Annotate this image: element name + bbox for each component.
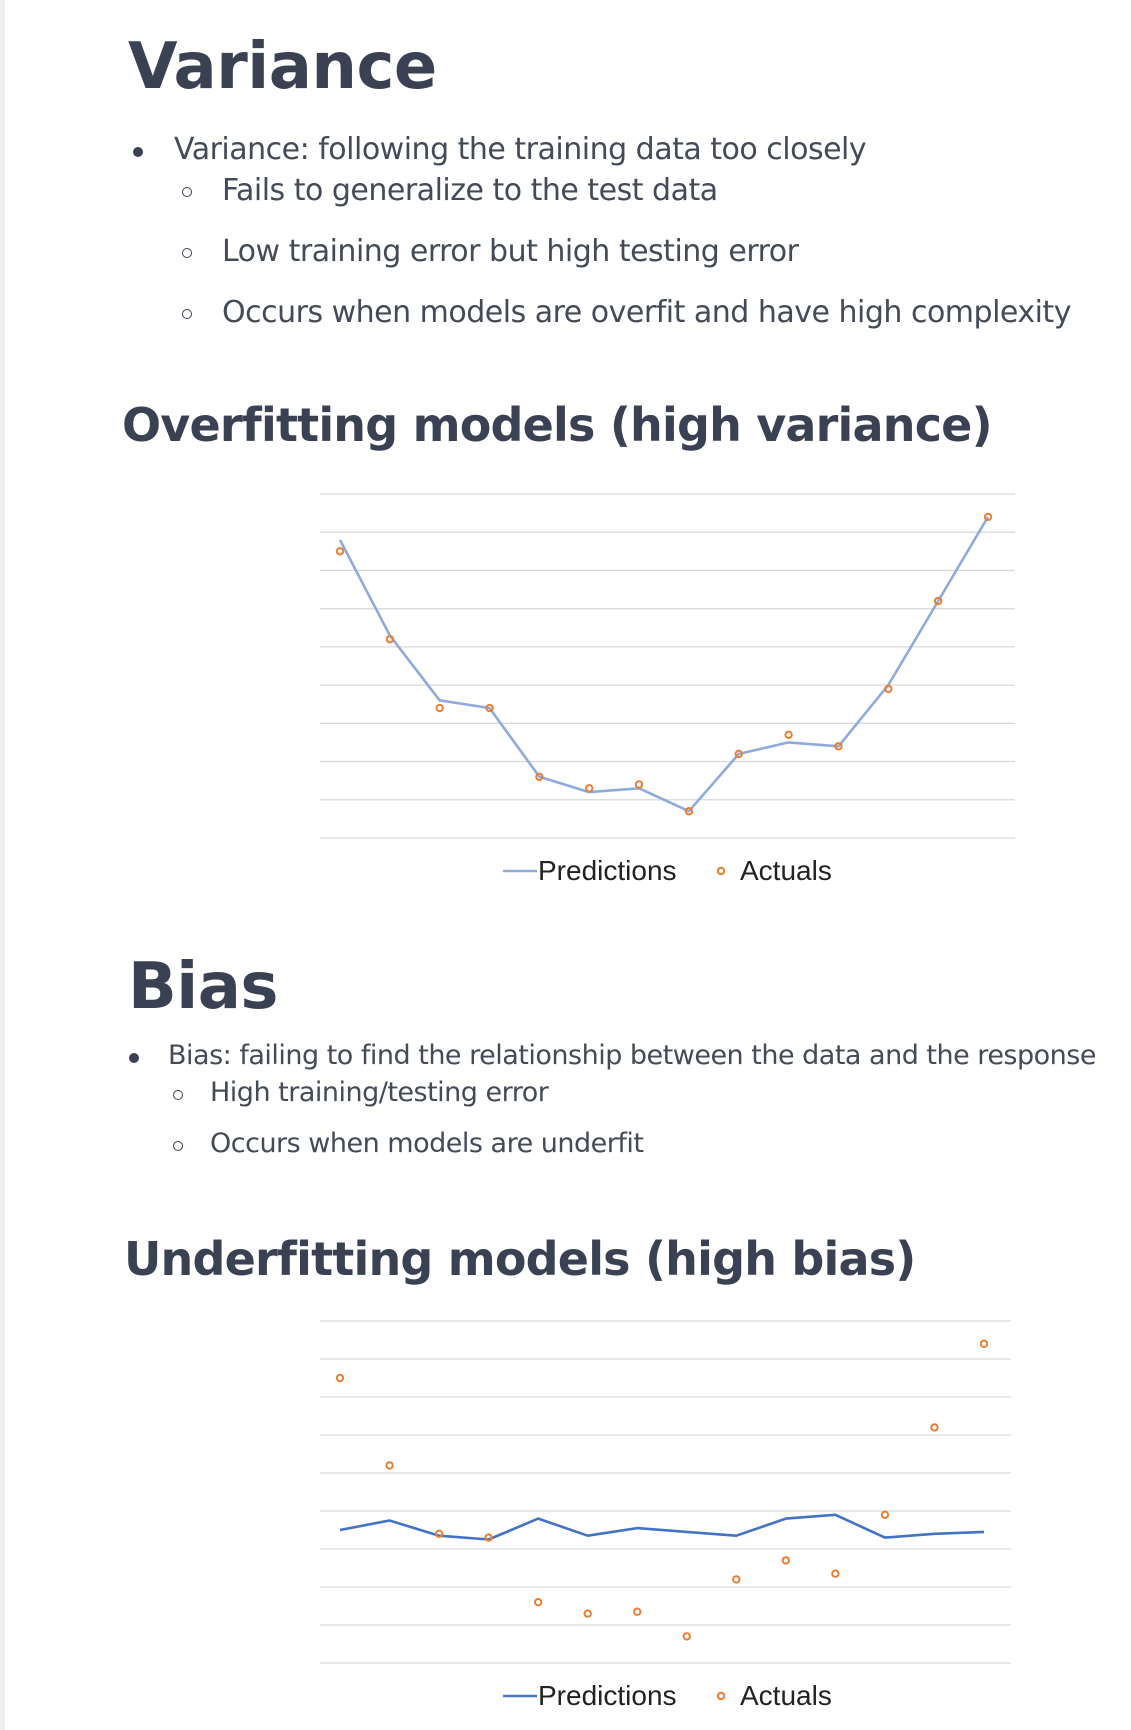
underfit-actual-point <box>385 1461 394 1470</box>
bias-sub-bullet-text: Occurs when models are underfit <box>210 1128 644 1159</box>
overfit-actual-point <box>535 772 544 782</box>
variance-sub-bullet-text: Fails to generalize to the test data <box>222 173 718 208</box>
variance-sub-bullet-text: Low training error but high testing erro… <box>222 234 799 269</box>
overfit-actual-point <box>933 596 943 606</box>
underfit-predictions-line <box>339 1513 985 1541</box>
bias-sub-bullet-text: High training/testing error <box>210 1077 549 1108</box>
underfit-actual-point <box>930 1423 939 1432</box>
overfit-legend-actuals-label: Actuals <box>740 855 832 886</box>
underfit-legend-predictions-label: Predictions <box>538 1680 677 1711</box>
variance-bullet: Variance: following the training data to… <box>133 132 1071 167</box>
variance-bullet-text: Variance: following the training data to… <box>174 132 867 167</box>
overfit-actual-point <box>734 749 743 759</box>
underfit-legend-actuals-label: Actuals <box>740 1680 832 1711</box>
overfit-legend-actuals-swatch <box>716 866 726 876</box>
bias-bullet-text: Bias: failing to find the relationship b… <box>168 1040 1096 1071</box>
overfit-actual-point <box>983 512 993 522</box>
overfit-actual-point <box>385 635 395 644</box>
overfit-actual-point <box>335 547 345 556</box>
overfit-actual-point <box>884 684 893 694</box>
underfit-actual-point <box>633 1607 642 1616</box>
overfit-actual-point <box>634 780 644 789</box>
overfit-actual-point <box>784 730 793 739</box>
bias-bullet-list: Bias: failing to find the relationship b… <box>129 1040 1096 1159</box>
variance-bullet-list: Variance: following the training data to… <box>133 132 1071 330</box>
overfit-actual-point <box>485 703 494 713</box>
variance-sub-bullet-text: Occurs when models are overfit and have … <box>222 295 1071 330</box>
variance-sub-bullet: Fails to generalize to the test data <box>182 173 1071 208</box>
underfit-actual-point <box>484 1533 493 1542</box>
overfit-actual-point <box>585 784 594 793</box>
underfitting-heading: Underfitting models (high bias) <box>124 1232 916 1286</box>
overfit-legend-predictions-label: Predictions <box>538 855 677 886</box>
underfit-actual-point <box>434 1529 444 1539</box>
bias-sub-bullet: Occurs when models are underfit <box>173 1128 1096 1159</box>
underfit-actual-point <box>583 1609 592 1618</box>
underfit-actual-point <box>781 1556 791 1565</box>
bias-sub-bullet: High training/testing error <box>173 1077 1096 1108</box>
page-left-edge <box>0 0 5 1730</box>
variance-title: Variance <box>128 30 437 104</box>
underfit-actual-point <box>880 1510 890 1520</box>
overfit-actual-point <box>684 807 694 816</box>
bias-bullet: Bias: failing to find the relationship b… <box>129 1040 1096 1071</box>
underfit-actual-point <box>831 1569 840 1578</box>
underfit-actual-point <box>335 1373 345 1383</box>
overfit-actual-point <box>435 703 444 713</box>
variance-sub-bullet: Low training error but high testing erro… <box>182 234 1071 269</box>
variance-sub-bullet: Occurs when models are overfit and have … <box>182 295 1071 330</box>
underfit-actual-point <box>533 1598 543 1607</box>
underfit-legend-actuals-swatch <box>716 1691 726 1701</box>
underfit-actual-point <box>682 1632 691 1641</box>
bias-title: Bias <box>128 950 279 1024</box>
underfit-actual-point <box>732 1575 741 1584</box>
overfit-actual-point <box>834 742 843 751</box>
underfit-actual-point <box>979 1339 989 1349</box>
overfit-predictions-line <box>338 516 990 813</box>
overfitting-heading: Overfitting models (high variance) <box>122 398 993 452</box>
